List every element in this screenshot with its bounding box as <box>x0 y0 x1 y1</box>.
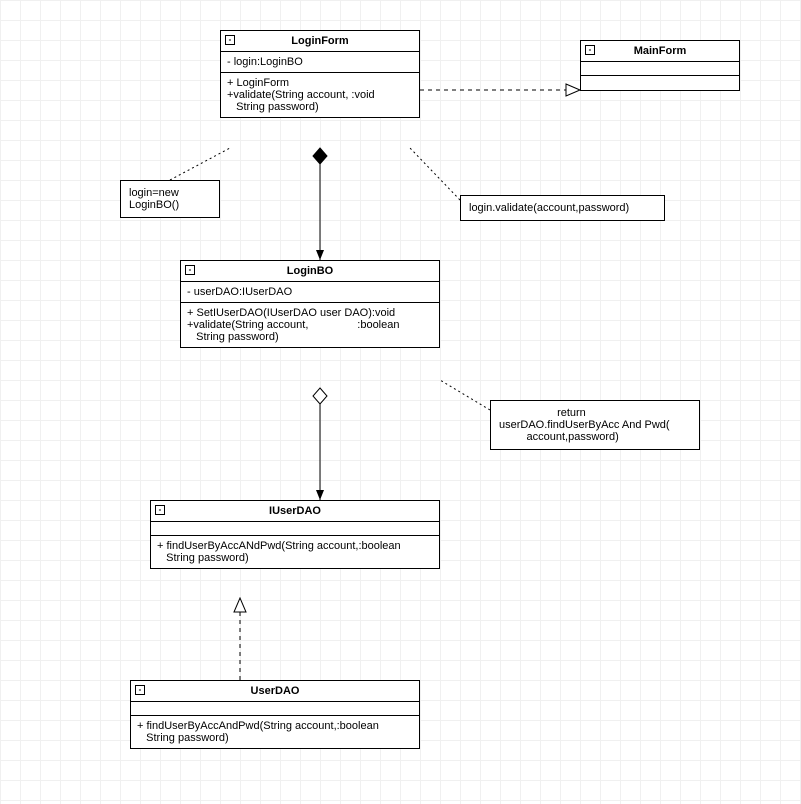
class-ops: + SetIUserDAO(IUserDAO user DAO):void +v… <box>181 303 439 347</box>
class-ops <box>581 76 739 90</box>
class-title: IUserDAO <box>269 505 321 517</box>
note-login-validate: login.validate(account,password) <box>460 195 665 221</box>
class-loginform: - LoginForm - login:LoginBO + LoginForm … <box>220 30 420 118</box>
collapse-icon: - <box>135 685 145 695</box>
class-ops: + findUserByAccAndPwd(String account,:bo… <box>131 716 419 748</box>
class-attrs: - userDAO:IUserDAO <box>181 282 439 303</box>
collapse-icon: - <box>155 505 165 515</box>
edge-note1 <box>170 148 230 180</box>
class-title: UserDAO <box>251 685 300 697</box>
note-login-new: login=new LoginBO() <box>120 180 220 218</box>
class-mainform: - MainForm <box>580 40 740 91</box>
class-title: LoginForm <box>291 35 348 47</box>
class-ops: + findUserByAccANdPwd(String account,:bo… <box>151 536 439 568</box>
collapse-icon: - <box>585 45 595 55</box>
edge-note3 <box>440 380 490 410</box>
diamond-composition <box>313 148 327 164</box>
diamond-aggregation <box>313 388 327 404</box>
note-return-finduser: return userDAO.findUserByAcc And Pwd( ac… <box>490 400 700 450</box>
edge-note2 <box>410 148 460 200</box>
collapse-icon: - <box>185 265 195 275</box>
class-title: LoginBO <box>287 265 333 277</box>
class-loginbo: - LoginBO - userDAO:IUserDAO + SetIUserD… <box>180 260 440 348</box>
class-attrs <box>131 702 419 716</box>
collapse-icon: - <box>225 35 235 45</box>
class-title: MainForm <box>634 45 687 57</box>
class-attrs <box>151 522 439 536</box>
class-userdao: - UserDAO + findUserByAccAndPwd(String a… <box>130 680 420 749</box>
class-attrs <box>581 62 739 76</box>
class-attrs: - login:LoginBO <box>221 52 419 73</box>
class-ops: + LoginForm +validate(String account, :v… <box>221 73 419 117</box>
class-iuserdao: - IUserDAO + findUserByAccANdPwd(String … <box>150 500 440 569</box>
